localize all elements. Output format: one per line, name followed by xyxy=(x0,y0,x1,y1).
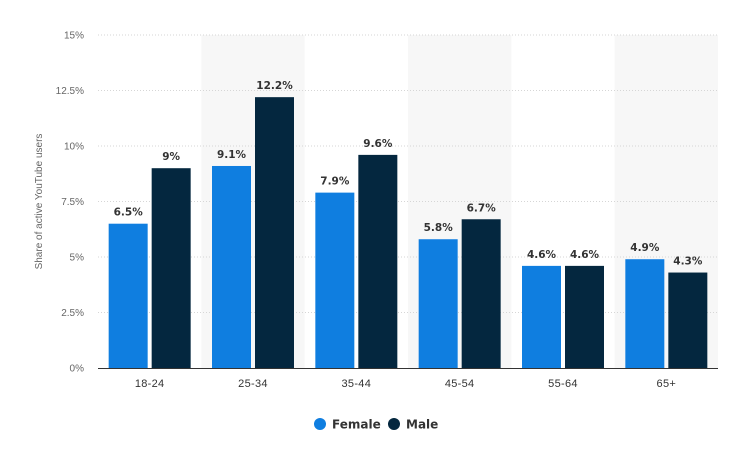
grid-lines xyxy=(98,34,718,313)
y-axis: 0% 2.5% 5% 7.5% 10% 12.5% 15% xyxy=(56,31,84,375)
data-label: 4.9% xyxy=(630,242,660,254)
legend-label: Female xyxy=(332,418,381,432)
y-tick-label: 5% xyxy=(70,253,85,264)
data-label: 9.6% xyxy=(363,138,393,150)
y-tick-label: 7.5% xyxy=(61,197,84,208)
bars xyxy=(108,97,708,368)
x-axis: 18-24 25-34 35-44 45-54 55-64 65+ xyxy=(98,368,718,390)
data-label: 6.5% xyxy=(114,207,144,219)
data-label: 9% xyxy=(162,151,180,163)
legend-item-female[interactable]: Female xyxy=(314,418,381,432)
x-tick-label: 55-64 xyxy=(548,378,578,390)
bar-female-1[interactable] xyxy=(212,165,251,368)
bar-male-1[interactable] xyxy=(255,97,294,368)
x-tick-label: 25-34 xyxy=(238,378,268,390)
y-tick-label: 12.5% xyxy=(56,86,84,97)
bar-female-3[interactable] xyxy=(418,239,458,368)
bar-female-4[interactable] xyxy=(522,265,561,368)
y-axis-label: Share of active YouTube users xyxy=(34,134,45,270)
data-label: 5.8% xyxy=(424,222,454,234)
x-tick-label: 35-44 xyxy=(342,378,372,390)
bar-male-0[interactable] xyxy=(151,168,191,368)
bar-male-4[interactable] xyxy=(565,265,604,368)
legend-marker xyxy=(388,418,400,430)
data-labels: 6.5% 9% 9.1% 12.2% 7.9% 9.6% 5.8% 6.7% 4.6% 4.6% 4… xyxy=(114,80,703,267)
bar-female-2[interactable] xyxy=(315,192,355,368)
y-tick-label: 2.5% xyxy=(61,308,84,319)
data-label: 7.9% xyxy=(320,176,350,188)
data-label: 4.6% xyxy=(570,249,600,261)
bar-female-5[interactable] xyxy=(625,259,665,368)
x-tick-label: 65+ xyxy=(657,378,677,390)
data-label: 9.1% xyxy=(217,149,247,161)
y-tick-label: 15% xyxy=(64,31,84,42)
data-label: 12.2% xyxy=(256,80,293,92)
x-tick-label: 18-24 xyxy=(135,378,165,390)
legend-item-male[interactable]: Male xyxy=(388,418,438,432)
data-label: 6.7% xyxy=(467,202,497,214)
bar-male-2[interactable] xyxy=(358,154,398,368)
legend-marker xyxy=(314,418,326,430)
y-tick-label: 10% xyxy=(64,142,84,153)
legend-label: Male xyxy=(406,418,438,432)
legend: Female Male xyxy=(314,418,438,432)
bar-male-3[interactable] xyxy=(461,219,501,368)
data-label: 4.6% xyxy=(527,249,557,261)
x-tick-label: 45-54 xyxy=(445,378,475,390)
bar-female-0[interactable] xyxy=(108,223,148,368)
y-tick-label: 0% xyxy=(70,364,85,375)
bar-male-5[interactable] xyxy=(668,272,708,368)
data-label: 4.3% xyxy=(673,256,703,268)
